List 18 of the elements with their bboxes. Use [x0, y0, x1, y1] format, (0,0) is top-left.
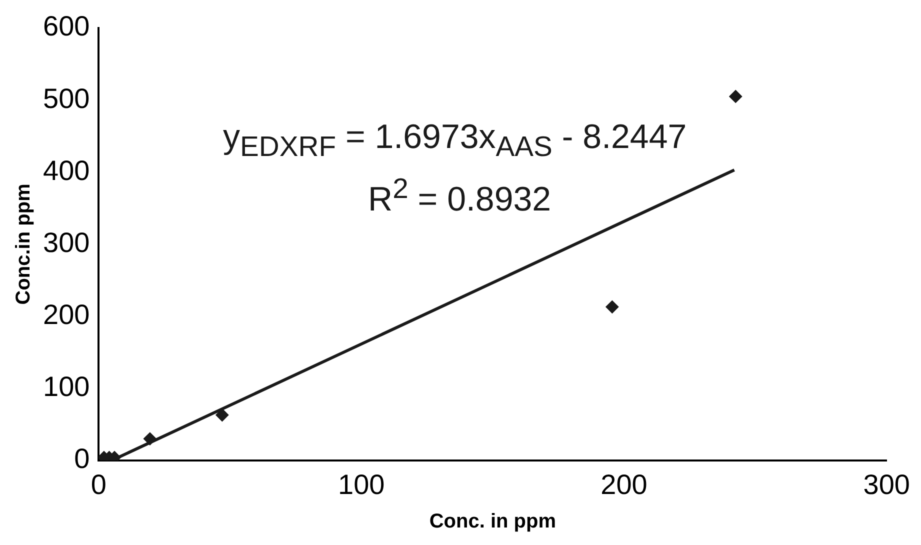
annotation: R$^{2}$ = 0.8932 [368, 173, 552, 220]
point [143, 432, 156, 446]
point [606, 300, 619, 314]
y-tick-label: 400 [43, 154, 90, 186]
y-tick-label: 600 [43, 10, 90, 42]
x-axis-title: Conc. in ppm [429, 510, 556, 533]
y-tick-label: 0 [74, 443, 90, 474]
y-tick-label: 500 [43, 82, 90, 114]
y-tick-label: 200 [43, 298, 90, 330]
point [729, 90, 742, 103]
point [216, 408, 229, 422]
x-tick-label: 300 [863, 468, 910, 500]
y-tick-label: 300 [43, 226, 90, 258]
x-tick-label: 100 [338, 468, 385, 500]
annotation: y$_{EDXRF}$ = 1.6973x$_{AAS}$ - 8.2447 [223, 118, 687, 164]
x-tick-label: 200 [600, 468, 648, 500]
y-axis-title: Conc.in ppm [12, 184, 35, 305]
y-tick-label: 100 [43, 371, 90, 402]
